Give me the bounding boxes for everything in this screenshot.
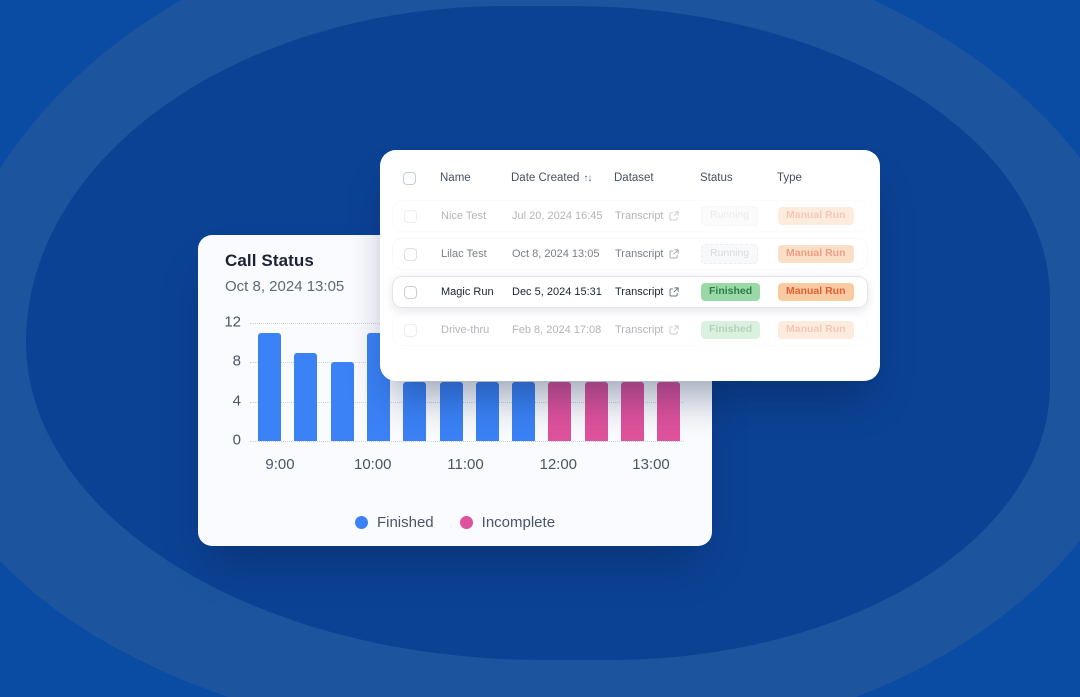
run-date-created: Feb 8, 2024 17:08	[512, 324, 602, 336]
external-link-icon	[669, 249, 679, 259]
run-name: Magic Run	[441, 286, 494, 298]
legend-label: Incomplete	[481, 514, 556, 531]
x-axis-tick-label: 12:00	[539, 456, 578, 473]
dataset-link[interactable]: Transcript	[615, 248, 701, 260]
run-date-created: Dec 5, 2024 15:31	[512, 286, 602, 298]
dataset-link[interactable]: Transcript	[615, 210, 701, 222]
row-checkbox[interactable]	[404, 323, 417, 337]
bar-finished	[258, 332, 281, 441]
chart-legend: Finished Incomplete	[198, 514, 712, 531]
table-body: Nice Test Jul 20, 2024 16:45 Transcript …	[392, 200, 868, 346]
type-badge: Manual Run	[778, 321, 854, 339]
row-checkbox[interactable]	[404, 247, 417, 261]
x-axis-tick-label: 10:00	[353, 456, 392, 473]
bar-incomplete	[621, 382, 644, 441]
run-name: Lilac Test	[441, 248, 487, 260]
type-badge: Manual Run	[778, 207, 854, 225]
status-badge: Running	[701, 206, 759, 226]
external-link-icon	[669, 287, 679, 297]
run-name: Drive-thru	[441, 324, 490, 336]
runs-table-card: Name Date Created ↑↓ Dataset Status Type …	[380, 150, 880, 381]
x-axis-tick-label: 9:00	[265, 456, 295, 473]
status-badge: Finished	[701, 283, 761, 301]
bar-finished	[294, 352, 318, 441]
table-row[interactable]: Magic Run Dec 5, 2024 15:31 Transcript F…	[392, 276, 868, 308]
legend-dot-icon	[354, 516, 368, 529]
y-axis-tick-label: 12	[224, 313, 241, 331]
table-header-row: Name Date Created ↑↓ Dataset Status Type	[392, 166, 868, 190]
table-row[interactable]: Drive-thru Feb 8, 2024 17:08 Transcript …	[392, 314, 868, 346]
bar-finished	[475, 382, 499, 441]
status-badge: Finished	[701, 321, 761, 339]
external-link-icon	[669, 211, 679, 221]
run-date-created: Oct 8, 2024 13:05	[512, 248, 600, 260]
row-checkbox[interactable]	[404, 285, 417, 299]
column-header-status[interactable]: Status	[700, 172, 733, 184]
bar-finished	[439, 382, 463, 441]
chart-title: Call Status	[225, 251, 314, 270]
bar-finished	[512, 382, 536, 441]
bar-incomplete	[548, 382, 572, 441]
chart-subtitle: Oct 8, 2024 13:05	[225, 278, 345, 295]
legend-item: Incomplete	[459, 514, 556, 531]
column-header-dataset[interactable]: Dataset	[614, 172, 654, 184]
table-row[interactable]: Lilac Test Oct 8, 2024 13:05 Transcript …	[392, 238, 868, 270]
row-checkbox[interactable]	[404, 209, 417, 223]
legend-item: Finished	[354, 514, 434, 531]
table-row[interactable]: Nice Test Jul 20, 2024 16:45 Transcript …	[392, 200, 868, 232]
run-name: Nice Test	[441, 210, 487, 222]
type-badge: Manual Run	[778, 245, 854, 263]
select-all-checkbox[interactable]	[403, 171, 416, 185]
y-axis-tick-label: 8	[232, 352, 241, 370]
gridline	[250, 441, 684, 442]
bar-incomplete	[657, 382, 681, 441]
column-header-type[interactable]: Type	[777, 172, 802, 184]
run-date-created: Jul 20, 2024 16:45	[512, 210, 603, 222]
legend-label: Finished	[376, 514, 434, 531]
external-link-icon	[669, 325, 679, 335]
bar-finished	[403, 382, 427, 441]
x-axis-tick-label: 13:00	[632, 456, 670, 473]
dataset-link[interactable]: Transcript	[615, 324, 701, 336]
legend-dot-icon	[459, 516, 473, 529]
type-badge: Manual Run	[778, 283, 854, 301]
gridline	[250, 401, 684, 403]
bar-finished	[330, 362, 354, 441]
bar-incomplete	[584, 382, 608, 441]
x-axis-tick-label: 11:00	[447, 456, 484, 473]
dataset-link[interactable]: Transcript	[615, 286, 701, 298]
y-axis-tick-label: 4	[232, 392, 241, 410]
column-header-date-created[interactable]: Date Created ↑↓	[511, 172, 592, 184]
status-badge: Running	[701, 244, 759, 264]
sort-icon[interactable]: ↑↓	[583, 173, 592, 184]
column-header-name[interactable]: Name	[440, 172, 471, 184]
y-axis-tick-label: 0	[232, 431, 241, 449]
